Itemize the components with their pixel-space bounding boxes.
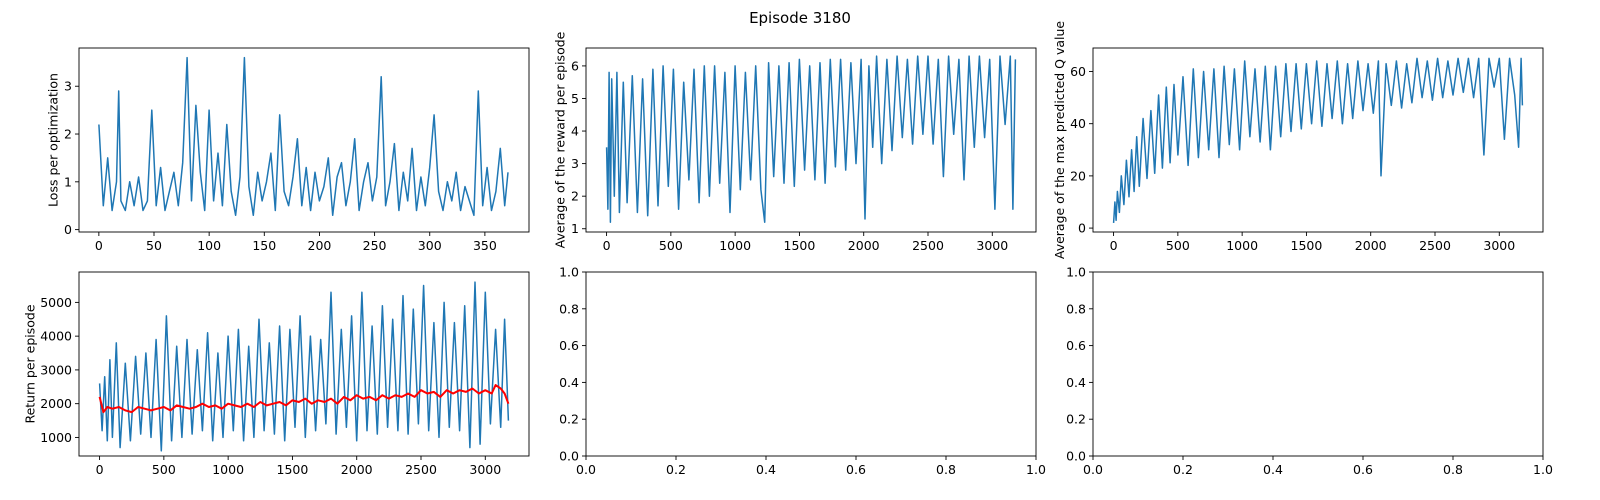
x-tick-label: 0 <box>95 238 103 253</box>
y-tick-label: 6 <box>571 58 579 73</box>
y-tick-label: 1 <box>64 174 72 189</box>
y-tick-label: 3 <box>64 79 72 94</box>
x-tick-label: 500 <box>659 238 683 253</box>
y-tick-label: 3 <box>571 156 579 171</box>
x-tick-label: 0.4 <box>756 462 776 477</box>
subplot-return: 0 500 1000 1500 2000 2500 3000 1000 2000 3000 4000… <box>23 271 530 477</box>
y-tick-label: 0.6 <box>1066 338 1086 353</box>
x-tick-label: 50 <box>146 238 162 253</box>
x-tick-label: 300 <box>418 238 442 253</box>
y-tick-label: 60 <box>1070 64 1086 79</box>
y-tick-label: 0.6 <box>559 338 579 353</box>
x-tick-label: 3000 <box>1483 238 1515 253</box>
x-tick-label: 0.2 <box>666 462 686 477</box>
x-tick-label: 500 <box>152 462 176 477</box>
y-tick-label: 0 <box>1078 221 1086 236</box>
series-group <box>98 56 509 217</box>
y-tick-label: 4000 <box>40 329 72 344</box>
plot-area <box>78 47 530 233</box>
y-tick-label: 0.0 <box>1066 449 1086 464</box>
x-tick-label: 1000 <box>212 462 244 477</box>
y-tick-label: 5 <box>571 91 579 106</box>
series-line-return <box>98 281 510 452</box>
x-tick-label: 1.0 <box>1533 462 1553 477</box>
x-tick-label: 250 <box>363 238 387 253</box>
x-tick-label: 2000 <box>848 238 880 253</box>
plot-area <box>585 271 1037 457</box>
y-tick-label: 1 <box>571 221 579 236</box>
plot-area <box>78 271 530 457</box>
y-tick-label: 0.2 <box>559 412 579 427</box>
y-tick-label: 0.4 <box>1066 375 1086 390</box>
y-tick-label: 3000 <box>40 362 72 377</box>
series-line-max-q <box>1112 57 1524 223</box>
x-tick-label: 2000 <box>1355 238 1387 253</box>
subplot-loss: 0 50 100 150 200 250 300 350 0 1 2 3 Loss per optimi… <box>45 47 530 253</box>
subplot-empty-1: 0.0 0.2 0.4 0.6 0.8 1.0 0.0 0.2 0.4 0.6 0.8 1.0 <box>559 265 1046 478</box>
series-line-loss <box>98 56 509 217</box>
y-tick-label: 1000 <box>40 430 72 445</box>
y-tick-label: 0.0 <box>559 449 579 464</box>
plot-area <box>1092 271 1544 457</box>
y-axis-label: Return per episode <box>23 304 38 423</box>
y-axis-label: Average of the max predicted Q value <box>1052 21 1067 260</box>
x-tick-label: 2500 <box>912 238 944 253</box>
x-tick-label: 1500 <box>784 238 816 253</box>
x-tick-label: 0.2 <box>1173 462 1193 477</box>
x-tick-label: 3000 <box>976 238 1008 253</box>
x-tick-label: 150 <box>252 238 276 253</box>
x-tick-label: 0.6 <box>846 462 866 477</box>
figure-suptitle: Episode 3180 <box>749 9 851 27</box>
y-tick-label: 1.0 <box>1066 265 1086 280</box>
x-tick-label: 2000 <box>341 462 373 477</box>
y-tick-label: 0 <box>64 222 72 237</box>
y-tick-label: 20 <box>1070 168 1086 183</box>
y-axis-label: Average of the reward per episode <box>552 31 567 248</box>
y-tick-label: 2 <box>64 127 72 142</box>
x-tick-label: 1000 <box>719 238 751 253</box>
y-tick-label: 5000 <box>40 295 72 310</box>
x-tick-label: 350 <box>473 238 497 253</box>
series-group <box>98 281 510 452</box>
x-tick-label: 0 <box>96 462 104 477</box>
x-tick-label: 1500 <box>1291 238 1323 253</box>
x-tick-label: 0.6 <box>1353 462 1373 477</box>
y-tick-label: 4 <box>571 124 579 139</box>
y-tick-label: 2000 <box>40 396 72 411</box>
y-tick-label: 0.4 <box>559 375 579 390</box>
x-tick-label: 500 <box>1166 238 1190 253</box>
y-tick-label: 1.0 <box>559 265 579 280</box>
y-tick-label: 0.2 <box>1066 412 1086 427</box>
x-tick-label: 100 <box>197 238 221 253</box>
x-tick-label: 0.0 <box>1083 462 1103 477</box>
series-group <box>605 55 1017 223</box>
x-tick-label: 0.8 <box>936 462 956 477</box>
x-tick-label: 2500 <box>405 462 437 477</box>
y-tick-label: 2 <box>571 189 579 204</box>
x-tick-label: 3000 <box>469 462 501 477</box>
series-line-avg-reward <box>605 55 1017 223</box>
x-tick-label: 0.4 <box>1263 462 1283 477</box>
y-tick-label: 0.8 <box>559 301 579 316</box>
x-tick-label: 1.0 <box>1026 462 1046 477</box>
x-tick-label: 0 <box>1110 238 1118 253</box>
x-tick-label: 1000 <box>1226 238 1258 253</box>
x-tick-label: 0 <box>603 238 611 253</box>
y-tick-label: 0.8 <box>1066 301 1086 316</box>
x-tick-label: 2500 <box>1419 238 1451 253</box>
x-tick-label: 0.0 <box>576 462 596 477</box>
subplot-avg-reward: 0 500 1000 1500 2000 2500 3000 1 2 3 4 5 6 Average of… <box>552 31 1037 253</box>
series-group <box>1112 57 1524 223</box>
x-tick-label: 1500 <box>277 462 309 477</box>
y-tick-label: 40 <box>1070 116 1086 131</box>
mean-line-return <box>98 384 510 414</box>
subplot-empty-2: 0.0 0.2 0.4 0.6 0.8 1.0 0.0 0.2 0.4 0.6 0.8 1.0 <box>1066 265 1553 478</box>
y-axis-label: Loss per optimization <box>45 73 60 207</box>
x-tick-label: 0.8 <box>1443 462 1463 477</box>
x-tick-label: 200 <box>308 238 332 253</box>
